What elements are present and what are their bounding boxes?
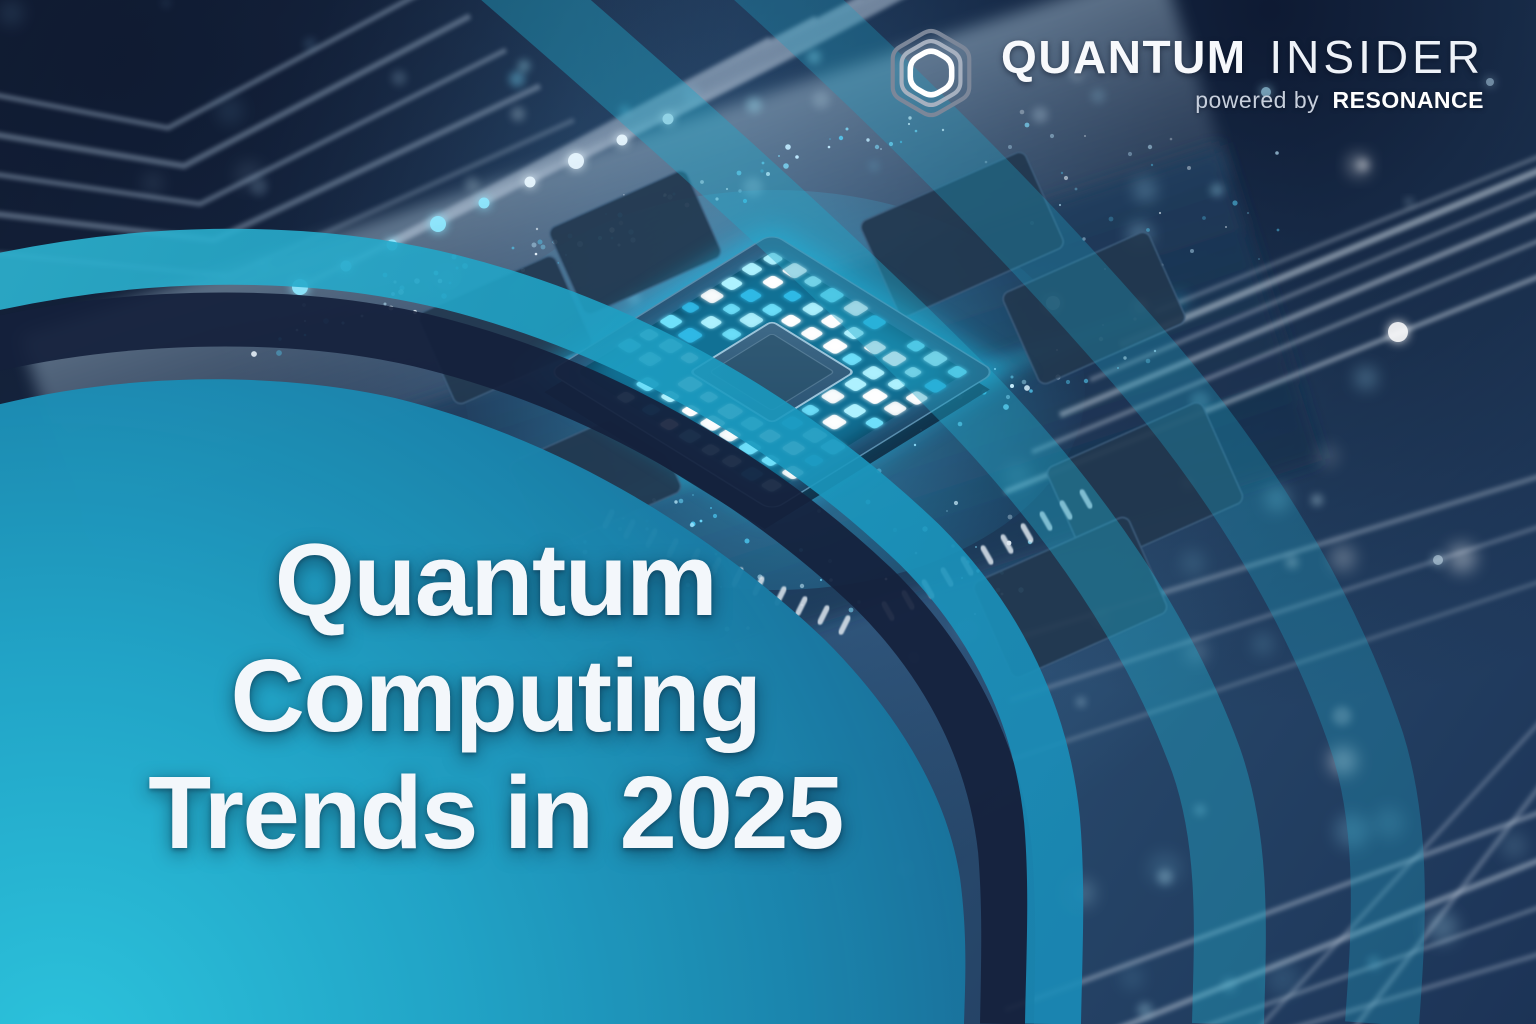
brand-wordmark: QUANTUM INSIDER	[1001, 34, 1484, 80]
brand-tagline: powered by RESONANCE	[1195, 89, 1484, 112]
tagline-brand: RESONANCE	[1332, 87, 1484, 113]
brand-name-primary: QUANTUM	[1001, 31, 1247, 83]
tagline-prefix: powered by	[1195, 87, 1320, 113]
brand-text: QUANTUM INSIDER powered by RESONANCE	[1001, 34, 1484, 112]
navy-ring	[0, 292, 1036, 1024]
brand-lockup: QUANTUM INSIDER powered by RESONANCE	[885, 22, 1484, 124]
outer-teal-band-2	[734, 0, 1425, 1024]
title-line-1: Quantum Computing	[230, 522, 762, 754]
right-circuit-traces	[1004, 155, 1536, 1024]
page-title: Quantum Computing Trends in 2025	[8, 522, 983, 871]
teal-rounded-shape	[0, 379, 966, 1024]
brand-name-secondary: INSIDER	[1269, 31, 1484, 83]
outer-teal-band-1	[481, 0, 1266, 1024]
title-line-2: Trends in 2025	[148, 754, 844, 870]
nested-hexagons-icon	[890, 28, 972, 118]
bright-teal-band	[0, 228, 1084, 1024]
